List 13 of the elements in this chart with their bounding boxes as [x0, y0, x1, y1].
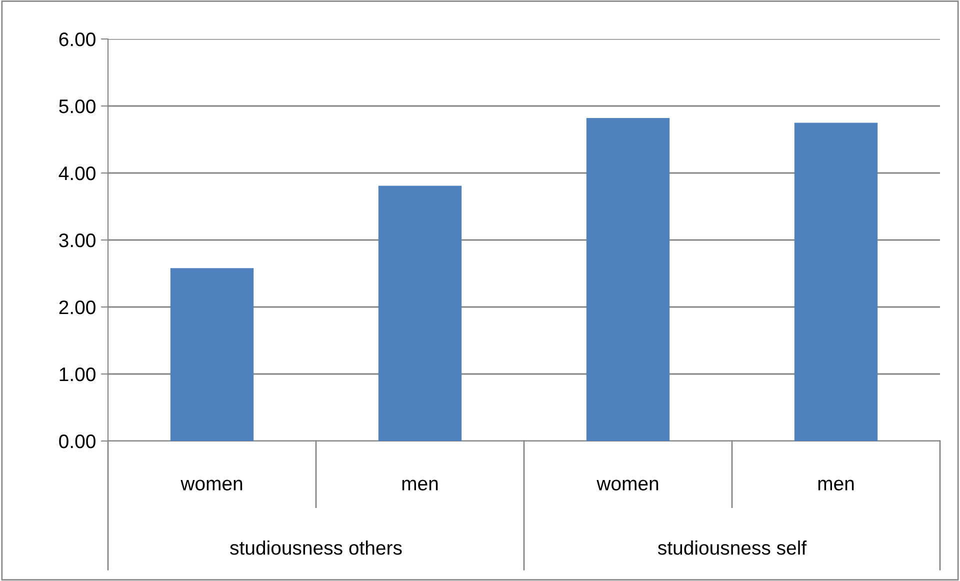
text: studiousness others: [230, 540, 402, 555]
x-tick-label: men: [818, 480, 854, 490]
y-tick-label: 2.00: [59, 300, 96, 314]
text: studiousness self: [658, 540, 807, 555]
x-tick-label: women: [180, 480, 242, 490]
y-tick-label: 3.00: [59, 233, 96, 248]
y-tick-label: 4.00: [58, 166, 96, 180]
y-tick-label: 1.00: [60, 367, 96, 382]
y-tick-label: 5.00: [59, 99, 96, 114]
y-tick-label: 6.00: [59, 32, 96, 46]
x-tick-label: women: [596, 480, 658, 490]
y-tick-label: 0.00: [59, 434, 96, 448]
x-tick-label: men: [402, 480, 438, 490]
